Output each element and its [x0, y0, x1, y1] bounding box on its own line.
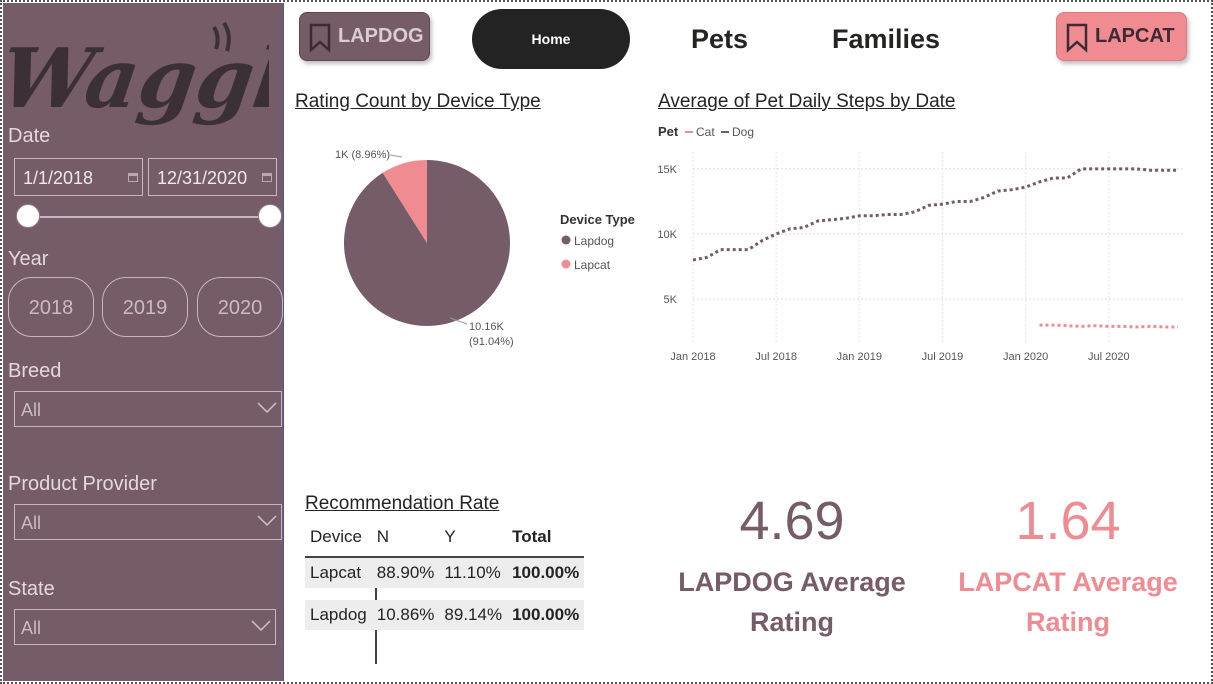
pie-legend-title: Device Type — [560, 212, 635, 227]
pet-daily-steps-line-chart: Pet Cat Dog 5K 10K 15K Jan 2018 Jul 2018 Jan… — [657, 124, 1185, 363]
pie-label-lapcat: 1K (8.96%) — [335, 149, 390, 161]
lapdog-rating-label-line2: Rating — [750, 607, 834, 637]
legend-label-lapcat: Lapcat — [574, 258, 611, 272]
legend-label-cat: Cat — [696, 125, 715, 139]
product-provider-value: All — [21, 513, 42, 533]
pets-nav-link[interactable]: Pets — [691, 24, 749, 54]
date-slider-start-handle[interactable] — [16, 204, 40, 228]
line-chart-title: Average of Pet Daily Steps by Date — [658, 91, 956, 112]
cell-y: 89.14% — [439, 600, 508, 630]
date-label: Date — [8, 125, 51, 147]
y-tick-label: 10K — [657, 229, 677, 241]
col-header-device: Device — [310, 527, 362, 546]
product-provider-dropdown[interactable]: All — [14, 504, 282, 540]
date-end-input[interactable]: 12/31/2020 — [148, 158, 277, 196]
pie-chart-title: Rating Count by Device Type — [295, 91, 541, 112]
lapcat-nav-label: LAPCAT — [1095, 25, 1175, 47]
breed-label: Breed — [8, 360, 62, 382]
legend-label-dog: Dog — [732, 125, 754, 139]
cell-n: 88.90% — [371, 556, 440, 588]
x-tick-label: Jul 2019 — [922, 351, 964, 363]
pie-slice-lapdog[interactable] — [344, 160, 510, 327]
table-header-row: Device N Y Total — [305, 518, 584, 557]
state-label: State — [8, 578, 55, 600]
chevron-down-icon — [257, 515, 277, 527]
chevron-down-icon — [257, 402, 277, 414]
pie-label-lapdog-pct: (91.04%) — [469, 336, 514, 348]
families-nav-link[interactable]: Families — [832, 24, 941, 54]
table-row: Lapcat 88.90% 11.10% 100.00% — [305, 556, 585, 588]
bookmark-icon — [309, 23, 331, 53]
lapdog-rating-value: 4.69 — [739, 491, 845, 551]
logo-text: Waggle — [9, 31, 269, 127]
calendar-icon[interactable] — [262, 173, 272, 182]
date-start-input[interactable]: 1/1/2018 — [14, 158, 143, 196]
date-start-value: 1/1/2018 — [23, 168, 94, 188]
recommendation-title: Recommendation Rate — [305, 493, 500, 514]
x-tick-label: Jan 2020 — [1003, 351, 1048, 363]
breed-value: All — [21, 400, 42, 420]
pie-label-lapdog-value: 10.16K — [469, 321, 505, 333]
lapcat-rating-value: 1.64 — [1015, 491, 1121, 551]
cell-total: 100.00% — [507, 556, 585, 588]
x-tick-label: Jul 2018 — [755, 351, 797, 363]
y-tick-label: 5K — [664, 294, 678, 306]
col-header-y: Y — [444, 527, 456, 546]
y-tick-label: 15K — [657, 164, 677, 176]
date-slider-end-handle[interactable] — [258, 204, 282, 228]
lapdog-rating-label: LAPDOG Average Rating — [652, 562, 932, 642]
rating-count-pie-chart: 1K (8.96%) 10.16K (91.04%) Device Type L… — [335, 149, 635, 348]
filter-sidebar: Waggle Date 1/1/2018 12/31/2020 Year 201… — [3, 3, 284, 681]
state-dropdown[interactable]: All — [14, 609, 276, 645]
legend-marker-lapcat — [561, 259, 571, 269]
pie-slice-lapcat[interactable] — [382, 160, 427, 243]
series-line-cat[interactable] — [1039, 323, 1179, 329]
lapcat-rating-label: LAPCAT Average Rating — [928, 562, 1208, 642]
x-tick-label: Jan 2018 — [670, 351, 715, 363]
cell-y: 11.10% — [439, 556, 508, 588]
year-2019-button[interactable]: 2019 — [102, 277, 188, 337]
col-header-n: N — [376, 527, 390, 546]
date-end-value: 12/31/2020 — [157, 168, 248, 188]
x-tick-label: Jul 2020 — [1088, 351, 1130, 363]
breed-dropdown[interactable]: All — [14, 391, 282, 427]
lapdog-nav-button[interactable]: LAPDOG — [299, 12, 430, 61]
legend-marker-lapdog — [561, 235, 571, 245]
lapdog-rating-label-line1: LAPDOG Average — [678, 567, 906, 597]
lapdog-nav-label: LAPDOG — [338, 25, 424, 47]
cell-total: 100.00% — [507, 600, 585, 630]
bookmark-icon — [1066, 23, 1088, 53]
lapcat-rating-label-line1: LAPCAT Average — [958, 567, 1178, 597]
col-header-total: Total — [512, 527, 552, 546]
x-tick-label: Jan 2019 — [837, 351, 882, 363]
year-2020-button[interactable]: 2020 — [197, 277, 283, 337]
home-nav-button[interactable]: Home — [472, 9, 630, 69]
chevron-down-icon — [251, 620, 271, 632]
lapcat-nav-button[interactable]: LAPCAT — [1056, 12, 1187, 61]
recommendation-table: Device N Y Total Lapcat 88.90% 11.10% 10… — [305, 518, 585, 630]
state-value: All — [21, 618, 42, 638]
lapcat-rating-label-line2: Rating — [1026, 607, 1110, 637]
legend-label-lapdog: Lapdog — [574, 234, 614, 248]
cell-device: Lapcat — [305, 556, 372, 588]
date-range-slider-track[interactable] — [31, 216, 271, 218]
year-label: Year — [8, 248, 49, 270]
series-line-dog[interactable] — [692, 167, 1179, 262]
cell-n: 10.86% — [371, 600, 440, 630]
line-legend-title: Pet — [658, 124, 679, 139]
calendar-icon[interactable] — [128, 173, 138, 182]
table-row: Lapdog 10.86% 89.14% 100.00% — [305, 600, 585, 630]
cell-device: Lapdog — [305, 600, 372, 630]
year-2018-button[interactable]: 2018 — [8, 277, 94, 337]
waggle-logo: Waggle — [9, 21, 269, 127]
product-provider-label: Product Provider — [8, 473, 157, 495]
